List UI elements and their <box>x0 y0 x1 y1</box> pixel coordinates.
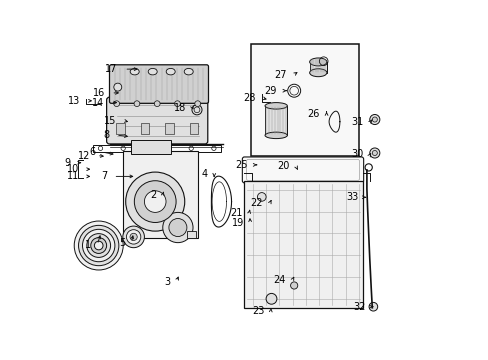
Ellipse shape <box>309 58 326 66</box>
Text: 23: 23 <box>251 306 264 316</box>
Bar <box>250 44 358 156</box>
Text: 8: 8 <box>103 130 109 140</box>
FancyBboxPatch shape <box>106 97 207 144</box>
Text: 25: 25 <box>234 160 247 170</box>
Text: 9: 9 <box>64 158 70 168</box>
Ellipse shape <box>148 68 157 75</box>
Bar <box>140 123 149 134</box>
Text: 5: 5 <box>119 238 125 248</box>
Circle shape <box>194 101 200 107</box>
Bar <box>264 106 287 135</box>
Circle shape <box>371 117 377 122</box>
Circle shape <box>163 212 193 243</box>
Ellipse shape <box>184 68 193 75</box>
Circle shape <box>122 226 144 248</box>
Text: 22: 22 <box>250 198 263 208</box>
Text: 14: 14 <box>92 98 104 108</box>
Text: 30: 30 <box>351 149 363 159</box>
Ellipse shape <box>166 68 175 75</box>
Bar <box>309 62 326 73</box>
Circle shape <box>290 282 297 289</box>
Circle shape <box>130 233 137 240</box>
Text: 4: 4 <box>201 168 207 179</box>
Text: 15: 15 <box>104 116 117 126</box>
Circle shape <box>369 114 379 125</box>
Text: 24: 24 <box>273 275 285 285</box>
Bar <box>127 231 136 238</box>
Circle shape <box>257 193 265 201</box>
Text: 17: 17 <box>105 64 118 74</box>
Text: 13: 13 <box>68 96 81 106</box>
Bar <box>122 151 198 238</box>
Ellipse shape <box>264 103 287 109</box>
Text: 21: 21 <box>230 208 242 218</box>
Circle shape <box>265 293 276 304</box>
Text: 28: 28 <box>243 93 255 103</box>
Bar <box>93 145 221 152</box>
Circle shape <box>82 229 115 262</box>
Circle shape <box>144 191 166 212</box>
Circle shape <box>74 221 123 270</box>
Bar <box>131 140 170 154</box>
Ellipse shape <box>309 69 326 77</box>
Text: 12: 12 <box>78 150 90 161</box>
Circle shape <box>79 225 119 266</box>
Text: 32: 32 <box>353 302 366 312</box>
Circle shape <box>369 148 379 158</box>
Text: 16: 16 <box>92 88 104 98</box>
Circle shape <box>134 101 140 107</box>
Circle shape <box>91 238 106 253</box>
Text: 3: 3 <box>163 276 170 287</box>
Circle shape <box>125 172 184 231</box>
Circle shape <box>114 101 120 107</box>
Circle shape <box>371 150 377 156</box>
Ellipse shape <box>264 132 287 139</box>
Text: 18: 18 <box>174 103 186 113</box>
Bar <box>189 123 198 134</box>
Text: 27: 27 <box>274 70 286 80</box>
Text: 31: 31 <box>351 117 363 127</box>
Text: 33: 33 <box>346 192 358 202</box>
Bar <box>244 181 362 308</box>
Text: 7: 7 <box>101 171 107 181</box>
Circle shape <box>87 234 110 257</box>
Text: 2: 2 <box>150 190 156 200</box>
Circle shape <box>174 101 180 107</box>
Circle shape <box>154 101 160 107</box>
Bar <box>186 231 196 238</box>
Text: 6: 6 <box>89 147 95 157</box>
Ellipse shape <box>114 83 122 91</box>
Text: 10: 10 <box>66 164 79 174</box>
Ellipse shape <box>130 68 139 75</box>
Text: 26: 26 <box>307 109 320 120</box>
Text: 20: 20 <box>277 161 289 171</box>
Circle shape <box>168 219 186 237</box>
Text: 19: 19 <box>231 218 244 228</box>
Circle shape <box>94 241 103 250</box>
Text: 1: 1 <box>84 240 91 250</box>
Bar <box>165 123 173 134</box>
FancyBboxPatch shape <box>242 157 363 183</box>
Bar <box>116 123 124 134</box>
Text: 11: 11 <box>66 171 79 181</box>
FancyBboxPatch shape <box>109 65 208 103</box>
Circle shape <box>134 181 176 222</box>
Circle shape <box>368 302 377 311</box>
Text: 29: 29 <box>264 86 276 96</box>
Circle shape <box>126 230 141 244</box>
